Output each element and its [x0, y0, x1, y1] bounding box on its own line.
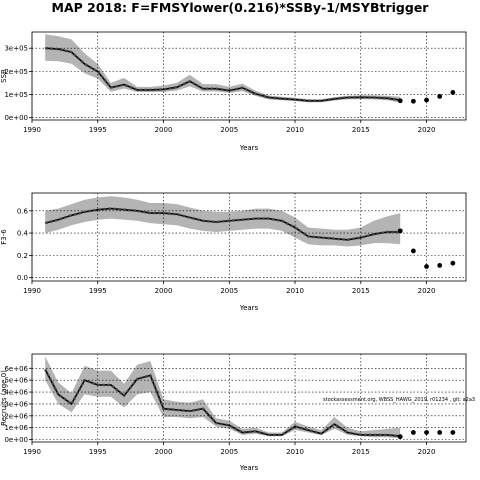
y-axis-label: F3-6 [0, 229, 8, 245]
x-tick-label: 2020 [418, 448, 436, 456]
x-tick-label: 2015 [352, 287, 370, 295]
x-tick-label: 1995 [89, 448, 107, 456]
projection-point [410, 248, 416, 254]
projection-point [410, 430, 416, 435]
x-axis-label: Years [239, 144, 259, 152]
x-tick-label: 1995 [89, 287, 107, 295]
ssb-panel: 1990 1995 2000 2005 2010 2015 2020 0e+00 1e+05 2e… [0, 31, 467, 152]
estimate-line-dashed [44, 207, 401, 242]
y-tick-label: 1e+05 [4, 91, 28, 99]
y-tick-label: 3e+05 [4, 45, 28, 53]
x-axis-label: Years [239, 464, 259, 472]
recruitment-panel: 1990 1995 2000 2005 2010 2015 2020 0e+00 1e+06 2e… [0, 353, 475, 472]
source-annotation: stockassessment.org, WBSS_HAWG_2019, r01… [323, 397, 475, 403]
y-tick-label: 4e+06 [4, 389, 28, 397]
projection-point [424, 264, 429, 269]
x-tick-label: 2000 [155, 448, 173, 456]
x-tick-label: 1990 [23, 126, 41, 134]
y-tick-label: 0.2 [17, 252, 28, 260]
x-tick-label: 2015 [352, 126, 370, 134]
x-tick-label: 2000 [155, 287, 173, 295]
x-tick-label: 2005 [220, 287, 238, 295]
page-title: MAP 2018: F=FMSYlower(0.216)*SSBy-1/MSYB… [51, 0, 429, 15]
y-tick-label: 2e+05 [4, 68, 28, 76]
x-tick-label: 2015 [352, 448, 370, 456]
y-tick-label: 0.0 [17, 274, 28, 282]
plot-frame [31, 31, 467, 121]
y-tick-label: 0e+00 [4, 114, 28, 122]
plot-frame [31, 192, 467, 282]
y-tick-label: 0.4 [17, 230, 29, 238]
y-tick-label: 6e+06 [4, 365, 28, 373]
y-axis-label: SSB [0, 69, 8, 83]
x-tick-label: 2010 [286, 126, 304, 134]
projection-point [437, 263, 443, 268]
y-tick-label: 1e+06 [4, 424, 28, 432]
estimate-line-dashed [44, 368, 401, 438]
x-tick-label: 2010 [286, 287, 304, 295]
y-tick-label: 5e+06 [4, 377, 28, 385]
y-axis-label: Recruits (age 0) [0, 370, 8, 426]
projection-point [410, 98, 416, 104]
x-tick-label: 2020 [418, 287, 436, 295]
x-tick-label: 1990 [23, 287, 41, 295]
estimate-line-dashed [45, 47, 401, 103]
projection-point [397, 434, 403, 440]
projection-point [397, 228, 403, 234]
projection-point [450, 260, 456, 266]
x-axis-label: Years [239, 304, 259, 312]
x-tick-label: 2005 [220, 126, 238, 134]
projection-point [450, 430, 456, 435]
plot-frame [31, 353, 467, 443]
f-panel: 1990 1995 2000 2005 2010 2015 2020 0.0 0.2 0.4 0.6… [0, 192, 467, 312]
y-tick-label: 0e+00 [4, 436, 28, 444]
projection-point [437, 93, 443, 99]
y-tick-label: 0.6 [17, 207, 29, 215]
x-tick-label: 1995 [89, 126, 107, 134]
projection-point [450, 90, 456, 95]
projection-point [397, 98, 403, 104]
x-tick-label: 2000 [155, 126, 173, 134]
confidence-band [45, 356, 401, 439]
projection-point [437, 430, 443, 435]
projection-point [424, 97, 429, 103]
y-tick-label: 2e+06 [4, 412, 28, 420]
x-tick-label: 1990 [23, 448, 41, 456]
x-tick-label: 2010 [286, 448, 304, 456]
projection-point [424, 430, 429, 435]
x-tick-label: 2005 [220, 448, 238, 456]
y-tick-label: 3e+06 [4, 400, 28, 408]
confidence-band [45, 34, 401, 103]
x-tick-label: 2020 [418, 126, 436, 134]
